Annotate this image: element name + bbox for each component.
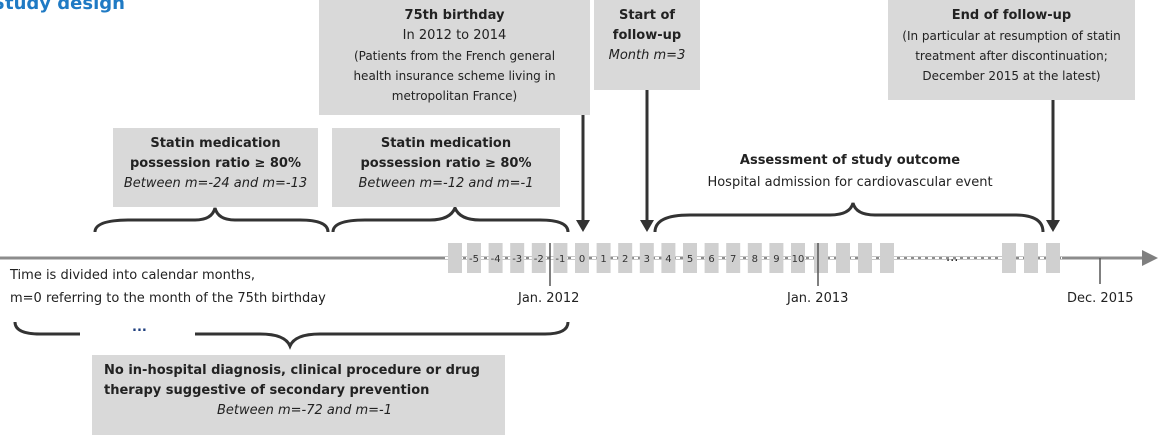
box-line: metropolitan France) bbox=[391, 89, 518, 103]
month-box bbox=[575, 243, 589, 273]
box-line: (In particular at resumption of statin bbox=[902, 29, 1121, 43]
ellipsis: ... bbox=[946, 250, 959, 265]
arrowhead bbox=[640, 220, 654, 232]
month-box bbox=[661, 243, 676, 273]
month-box bbox=[531, 243, 546, 273]
box-heading: possession ratio ≥ 80% bbox=[360, 156, 532, 171]
axis-arrowhead bbox=[1142, 250, 1158, 266]
month-label: 9 bbox=[773, 254, 779, 265]
month-label: 6 bbox=[708, 254, 714, 265]
ellipsis: ... bbox=[132, 320, 147, 335]
month-label: 1 bbox=[600, 254, 606, 265]
month-label: 2 bbox=[622, 254, 628, 265]
month-box bbox=[683, 243, 697, 273]
box-line: health insurance scheme living in bbox=[353, 69, 556, 83]
month-label: 10 bbox=[792, 254, 805, 265]
month-box bbox=[596, 243, 611, 273]
box-line: treatment after discontinuation; bbox=[915, 49, 1108, 63]
box-note: Between m=-24 and m=-13 bbox=[123, 176, 308, 191]
outcome-heading: Assessment of study outcome bbox=[739, 153, 961, 168]
month-box bbox=[814, 243, 828, 273]
arrowhead bbox=[576, 220, 590, 232]
month-label: 7 bbox=[730, 254, 736, 265]
month-label: 3 bbox=[644, 254, 650, 265]
box-line: December 2015 at the latest) bbox=[922, 69, 1101, 83]
month-label: -5 bbox=[469, 254, 479, 265]
month-box bbox=[448, 243, 462, 273]
outcome: Assessment of study outcome Hospital adm… bbox=[650, 150, 1050, 194]
date-label: Jan. 2012 bbox=[518, 291, 580, 306]
box-note: Month m=3 bbox=[608, 48, 686, 63]
month-box bbox=[618, 243, 633, 273]
month-label: -2 bbox=[534, 254, 544, 265]
brace bbox=[13, 321, 570, 350]
month-box bbox=[510, 243, 525, 273]
box-note: Between m=-72 and m=-1 bbox=[216, 403, 393, 418]
month-box bbox=[704, 243, 719, 273]
axis-note: Time is divided into calendar months, m=… bbox=[10, 264, 326, 310]
box-heading: possession ratio ≥ 80% bbox=[129, 156, 302, 171]
month-label: 0 bbox=[579, 254, 585, 265]
box-note: Between m=-12 and m=-1 bbox=[358, 176, 534, 191]
box-heading: Statin medication bbox=[150, 136, 281, 151]
month-box bbox=[1002, 243, 1016, 273]
box-heading: No in-hospital diagnosis, clinical proce… bbox=[104, 363, 480, 378]
axis-note-line: Time is divided into calendar months, bbox=[10, 268, 256, 283]
box-heading: Statin medication bbox=[380, 136, 512, 151]
box-heading: therapy suggestive of secondary preventi… bbox=[104, 383, 430, 398]
box-heading: 75th birthday bbox=[404, 8, 505, 23]
month-label: -3 bbox=[512, 254, 522, 265]
end-box: End of follow-up (In particular at resum… bbox=[888, 0, 1135, 100]
prevention-box: No in-hospital diagnosis, clinical proce… bbox=[92, 355, 505, 435]
month-box bbox=[880, 243, 894, 273]
month-box bbox=[858, 243, 872, 273]
month-box bbox=[467, 243, 481, 273]
month-box bbox=[1046, 243, 1060, 273]
month-boxes: -5 -4 -3 -2 -1 0 1 2 3 4 5 6 7 8 9 10 bbox=[445, 243, 1062, 273]
box-line: In 2012 to 2014 bbox=[402, 28, 507, 43]
statin-box: Statin medication possession ratio ≥ 80%… bbox=[113, 128, 318, 207]
date-label: Jan. 2013 bbox=[787, 291, 849, 306]
month-box bbox=[1024, 243, 1038, 273]
month-box bbox=[747, 243, 762, 273]
brace bbox=[331, 204, 570, 233]
arrowhead bbox=[1046, 220, 1060, 232]
box-line: (Patients from the French general bbox=[353, 49, 556, 63]
box-heading: End of follow-up bbox=[951, 8, 1072, 23]
brace bbox=[93, 207, 330, 233]
box-heading: follow-up bbox=[612, 28, 682, 43]
date-label: Dec. 2015 bbox=[1067, 291, 1134, 306]
month-box bbox=[488, 243, 503, 273]
month-label: 5 bbox=[687, 254, 693, 265]
month-label: 4 bbox=[665, 254, 671, 265]
brace bbox=[653, 202, 1045, 233]
month-box bbox=[726, 243, 741, 273]
month-label: 8 bbox=[752, 254, 758, 265]
month-box bbox=[553, 243, 568, 273]
start-box: Start of follow-up Month m=3 bbox=[594, 0, 700, 90]
month-box bbox=[639, 243, 654, 273]
outcome-text: Hospital admission for cardiovascular ev… bbox=[707, 175, 993, 190]
box-heading: Start of bbox=[618, 8, 676, 23]
axis-note-line: m=0 referring to the month of the 75th b… bbox=[10, 291, 326, 306]
title: Study design bbox=[0, 0, 125, 14]
statin-box: Statin medication possession ratio ≥ 80%… bbox=[332, 128, 560, 207]
month-box bbox=[769, 243, 784, 273]
month-label: -4 bbox=[491, 254, 501, 265]
month-box bbox=[836, 243, 850, 273]
month-label: -1 bbox=[555, 254, 565, 265]
birthday-box: 75th birthday In 2012 to 2014 (Patients … bbox=[319, 0, 590, 115]
month-box bbox=[791, 243, 805, 273]
